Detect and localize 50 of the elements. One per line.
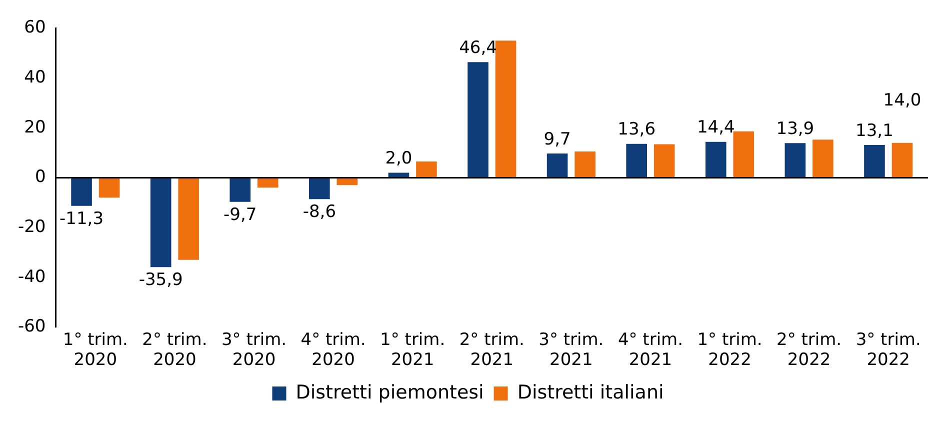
bar [98, 178, 120, 198]
y-tick-label: -60 [18, 316, 46, 337]
y-tick-label: 0 [34, 167, 46, 188]
bar [626, 144, 647, 178]
x-tick-label: 4° trim. 2020 [300, 330, 366, 370]
bar [705, 142, 726, 178]
bar [468, 62, 488, 178]
y-tick-label: 40 [24, 67, 46, 88]
bar [71, 178, 92, 206]
y-tick-label: -20 [18, 216, 46, 237]
x-tick-label: 2° trim. 2020 [142, 330, 208, 370]
x-tick-label: 1° trim. 2022 [697, 330, 762, 370]
bar [892, 142, 913, 178]
data-label: 9,7 [544, 129, 571, 150]
x-tick-label: 1° trim. 2020 [62, 330, 128, 370]
bar [150, 178, 172, 268]
data-label: 2,0 [385, 148, 412, 169]
bar [178, 178, 199, 260]
x-tick-label: 3° trim. 2021 [538, 330, 604, 370]
bar [812, 140, 834, 178]
data-label: -9,7 [224, 204, 257, 225]
y-tick-label: -40 [18, 266, 46, 287]
y-tick-label: 60 [24, 18, 46, 38]
x-tick-label: 2° trim. 2021 [459, 330, 524, 370]
x-tick-label: 3° trim. 2020 [221, 330, 287, 370]
bar [546, 154, 568, 178]
bar [230, 178, 251, 202]
bar [733, 131, 754, 178]
data-label: -8,6 [302, 202, 336, 222]
x-tick-label: 1° trim. 2021 [380, 330, 446, 370]
bar [495, 40, 516, 178]
bar [416, 162, 437, 178]
y-tick-label: 20 [24, 117, 46, 138]
x-tick-label: 3° trim. 2022 [856, 330, 921, 370]
data-label: 14,4 [696, 118, 735, 138]
bar [864, 145, 885, 178]
legend-label: Distretti piemontesi [296, 381, 484, 404]
x-tick-label: 2° trim. 2022 [776, 330, 842, 370]
bar [654, 144, 675, 178]
data-label: -35,9 [138, 270, 183, 290]
bar [784, 143, 806, 178]
bar [309, 178, 330, 200]
data-label: 14,0 [883, 90, 922, 111]
data-label: 13,9 [776, 118, 814, 139]
data-label: -11,3 [60, 208, 104, 229]
legend-label: Distretti italiani [517, 381, 664, 404]
x-tick-label: 4° trim. 2021 [618, 330, 683, 370]
bar [574, 152, 596, 178]
data-label: 13,1 [856, 120, 894, 141]
data-label: 13,6 [618, 120, 656, 140]
